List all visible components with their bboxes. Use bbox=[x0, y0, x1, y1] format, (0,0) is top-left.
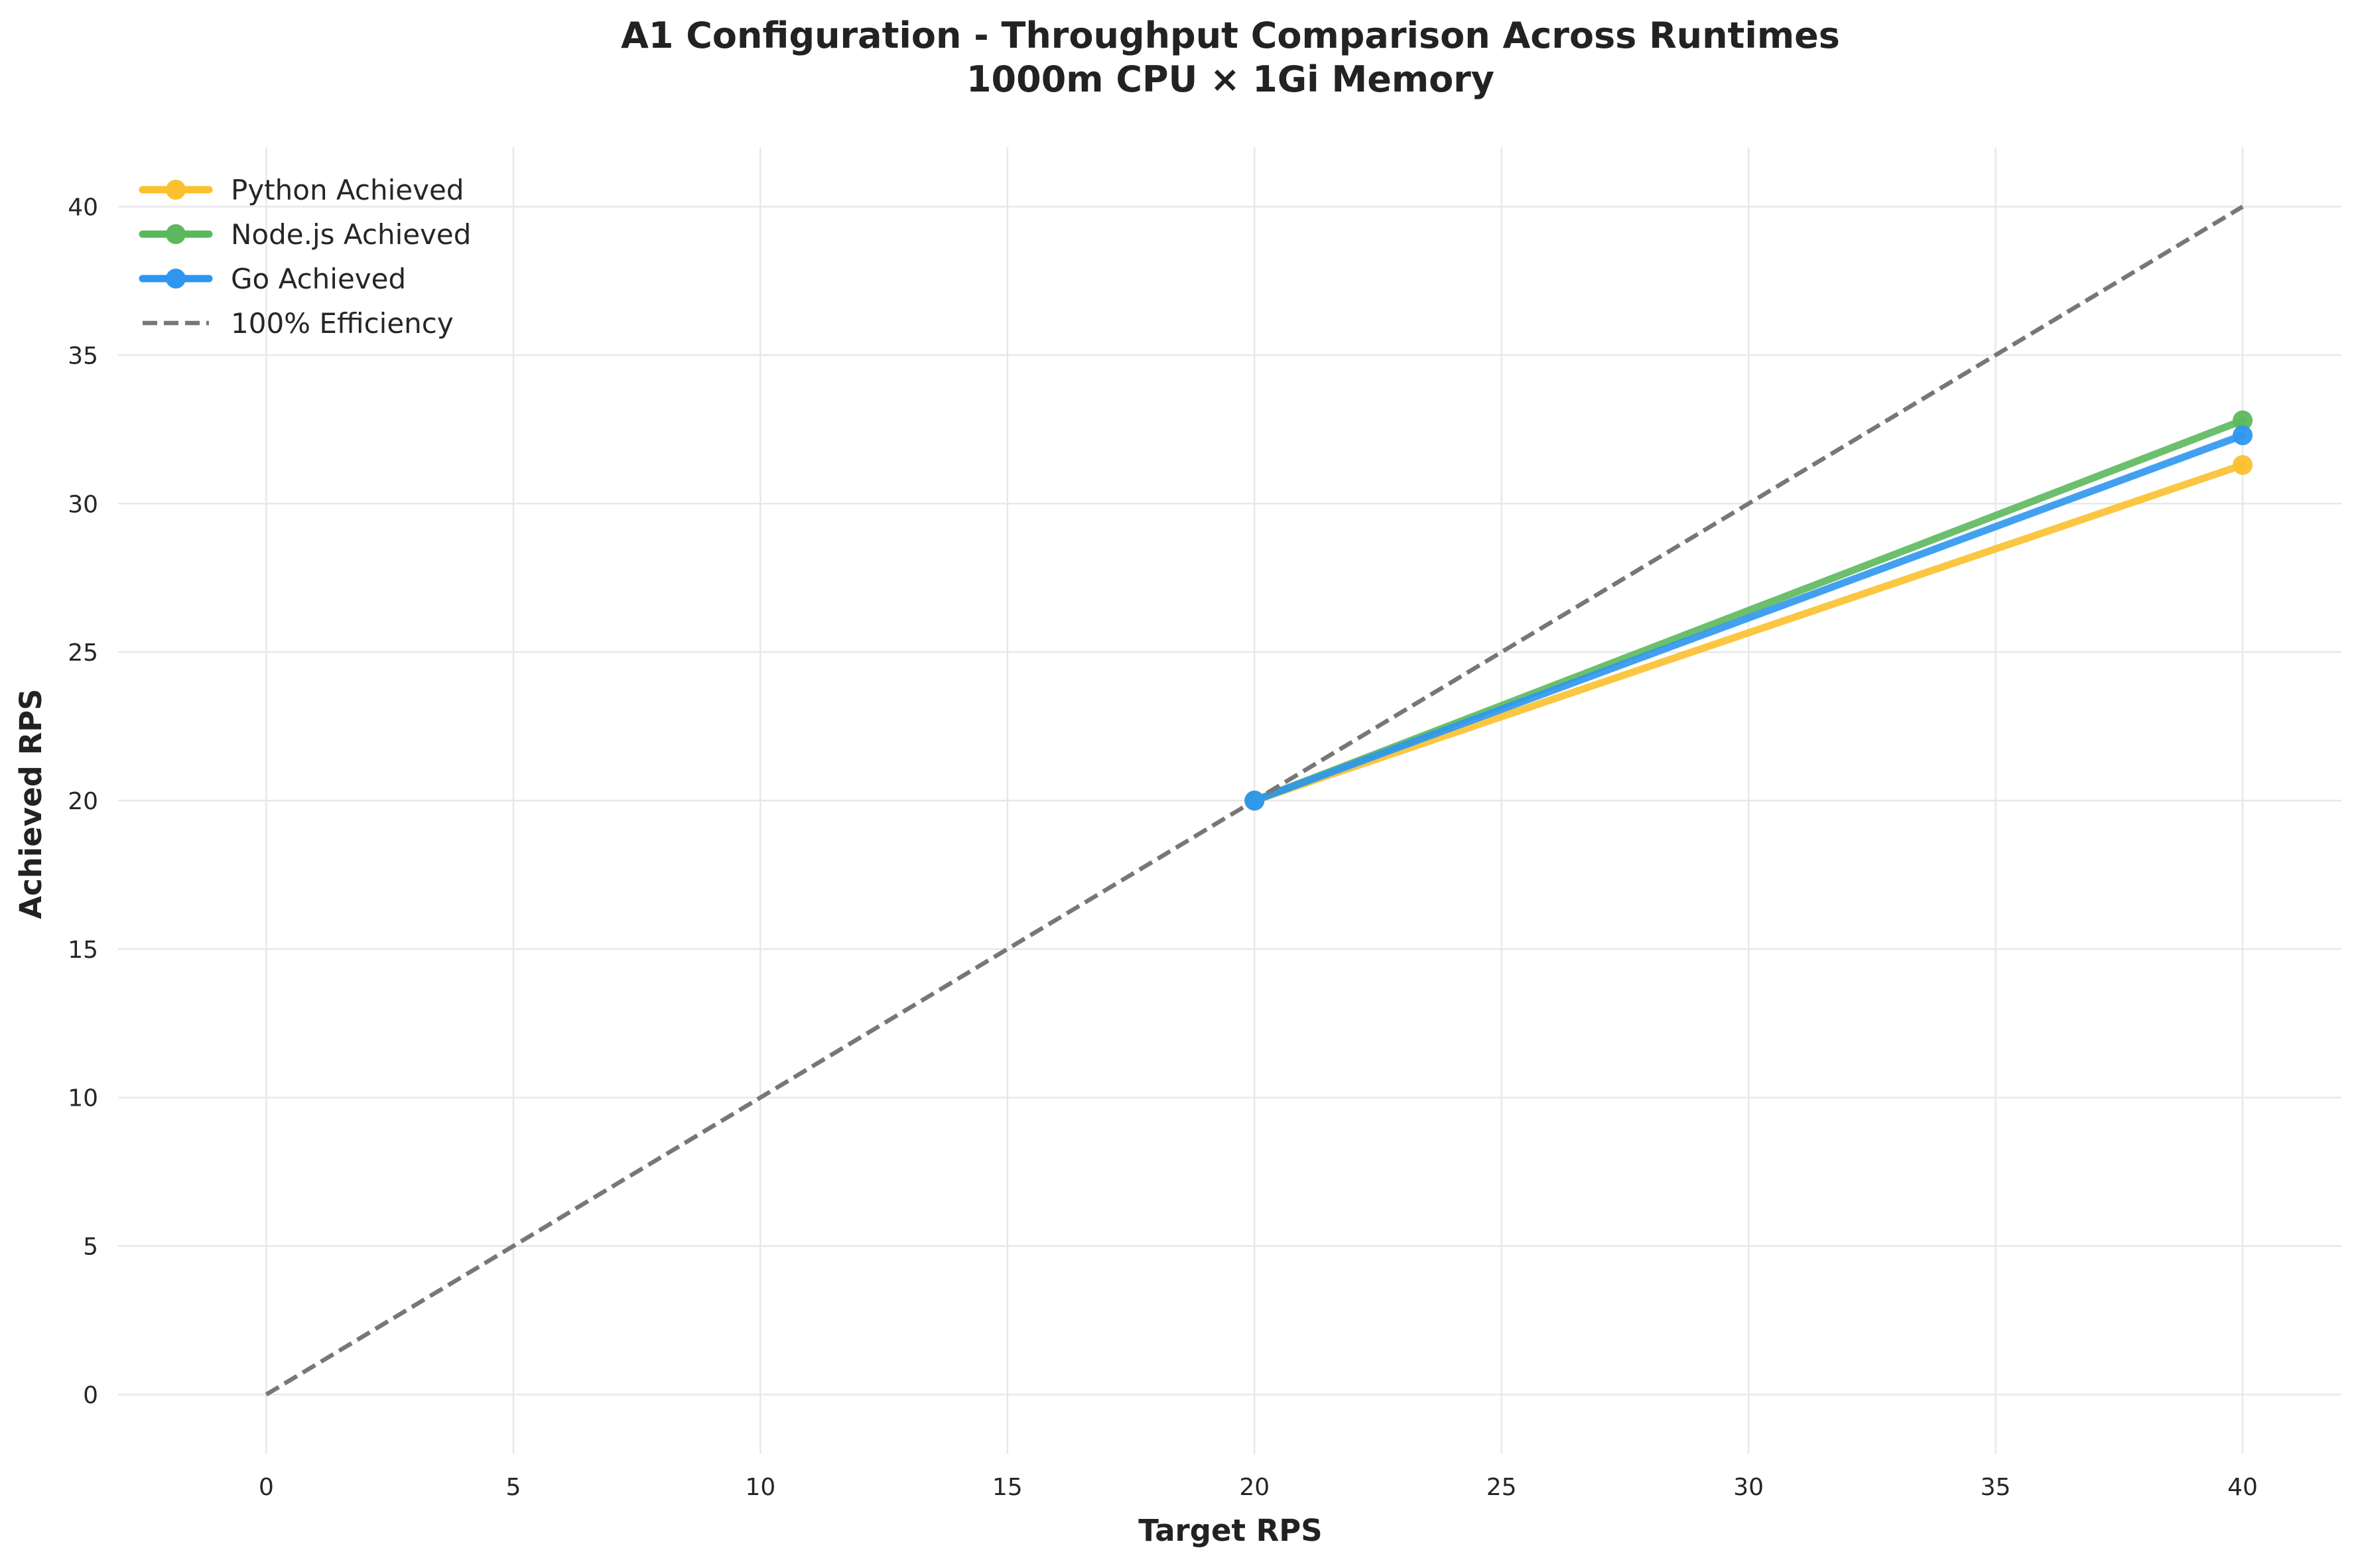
x-tick-label: 25 bbox=[1486, 1474, 1517, 1501]
data-point-python-achieved bbox=[2233, 455, 2253, 476]
x-tick-label: 20 bbox=[1239, 1474, 1270, 1501]
x-tick-label: 15 bbox=[992, 1474, 1023, 1501]
x-tick-label: 30 bbox=[1733, 1474, 1764, 1501]
legend: Python Achieved Node.js Achieved Go Achiev… bbox=[139, 174, 471, 340]
x-tick-label: 35 bbox=[1981, 1474, 2011, 1501]
legend-marker bbox=[166, 224, 186, 244]
y-tick-label: 15 bbox=[68, 937, 98, 964]
x-tick-label: 10 bbox=[745, 1474, 775, 1501]
y-tick-label: 20 bbox=[68, 788, 98, 815]
y-tick-label: 40 bbox=[68, 194, 98, 222]
chart-title: A1 Configuration - Throughput Comparison… bbox=[621, 15, 1840, 100]
series-layer bbox=[265, 204, 2253, 1397]
legend-label: Go Achieved bbox=[231, 263, 406, 295]
legend-label: Node.js Achieved bbox=[231, 218, 471, 251]
legend-item-100-efficiency: 100% Efficiency bbox=[143, 307, 454, 340]
legend-item-go-achieved: Go Achieved bbox=[139, 263, 406, 295]
legend-marker bbox=[166, 180, 186, 200]
series-line-go-achieved bbox=[1250, 431, 2247, 805]
y-tick-label: 10 bbox=[68, 1085, 98, 1112]
chart-title-line-1: A1 Configuration - Throughput Comparison… bbox=[621, 15, 1840, 56]
grid bbox=[118, 147, 2341, 1454]
tick-labels: 0 5 10 15 20 25 30 35 40 0 5 10 15 20 25 30 35 40 bbox=[68, 194, 2258, 1501]
y-tick-label: 35 bbox=[68, 342, 98, 369]
y-tick-label: 25 bbox=[68, 639, 98, 667]
x-tick-label: 0 bbox=[259, 1474, 274, 1501]
legend-label: Python Achieved bbox=[231, 174, 464, 206]
legend-label: 100% Efficiency bbox=[231, 307, 454, 340]
legend-item-python-achieved: Python Achieved bbox=[139, 174, 464, 206]
legend-item-node-js-achieved: Node.js Achieved bbox=[139, 218, 471, 251]
data-point-node-js-achieved bbox=[2233, 410, 2253, 430]
y-tick-label: 30 bbox=[68, 491, 98, 518]
x-tick-label: 40 bbox=[2227, 1474, 2258, 1501]
data-point-go-achieved bbox=[2233, 425, 2253, 446]
x-axis-label: Target RPS bbox=[1138, 1513, 1322, 1548]
chart-title-line-2: 1000m CPU × 1Gi Memory bbox=[966, 58, 1494, 100]
y-tick-label: 5 bbox=[83, 1234, 98, 1261]
series-line-python-achieved bbox=[1250, 461, 2247, 805]
data-point-go-achieved bbox=[1244, 791, 1265, 811]
y-tick-label: 0 bbox=[83, 1382, 98, 1409]
legend-marker bbox=[166, 269, 186, 289]
x-tick-label: 5 bbox=[505, 1474, 521, 1501]
y-axis-label: Achieved RPS bbox=[13, 688, 48, 919]
